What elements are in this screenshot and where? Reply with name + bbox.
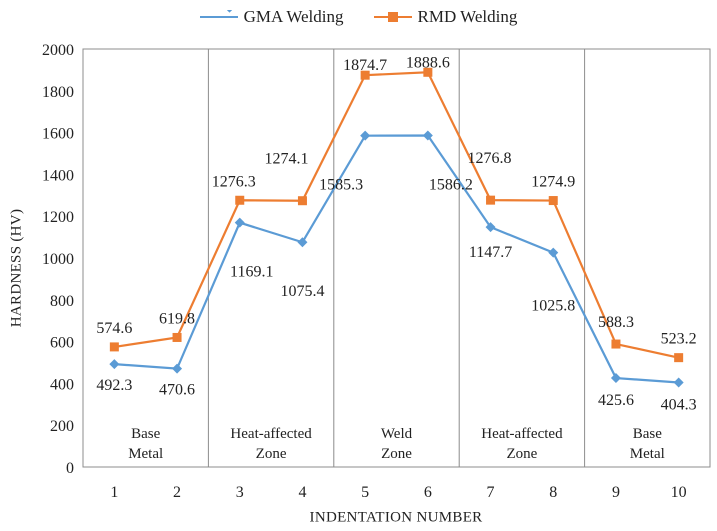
data-label-gma: 1147.7 <box>469 244 512 261</box>
data-label-gma: 1585.3 <box>319 177 363 194</box>
data-point-gma <box>360 130 371 141</box>
data-point-gma <box>109 359 120 370</box>
data-point-rmd <box>486 195 496 205</box>
data-label-gma: 1586.2 <box>429 176 473 193</box>
data-point-rmd <box>297 196 307 206</box>
data-label-gma: 470.6 <box>159 382 195 399</box>
data-point-gma <box>234 217 245 228</box>
data-label-rmd: 574.6 <box>96 320 132 337</box>
data-point-gma <box>297 237 308 248</box>
data-label-gma: 1075.4 <box>280 283 324 300</box>
legend-item-gma: GMA Welding <box>199 7 344 27</box>
legend-label-rmd: RMD Welding <box>417 7 518 26</box>
zone-label: Heat-affected <box>481 426 563 442</box>
y-tick-label: 1600 <box>42 126 74 143</box>
x-tick-label: 6 <box>424 484 432 501</box>
y-tick-label: 1800 <box>42 84 74 101</box>
data-label-rmd: 1276.3 <box>212 173 256 190</box>
data-point-gma <box>422 130 433 141</box>
x-tick-label: 8 <box>549 484 557 501</box>
data-point-gma <box>673 377 684 388</box>
zone-label: Heat-affected <box>230 426 312 442</box>
data-label-gma: 1169.1 <box>230 264 273 281</box>
data-point-rmd <box>674 353 684 363</box>
zone-label: Base <box>633 426 663 442</box>
zone-label: Zone <box>506 446 537 462</box>
y-tick-label: 1000 <box>42 251 74 268</box>
data-label-rmd: 1274.9 <box>531 174 575 191</box>
data-point-rmd <box>360 70 370 80</box>
zone-label: Zone <box>381 446 412 462</box>
legend: GMA Welding RMD Welding <box>0 7 717 27</box>
y-tick-label: 2000 <box>42 42 74 59</box>
legend-label-gma: GMA Welding <box>243 7 344 26</box>
x-tick-label: 4 <box>298 484 306 501</box>
y-tick-label: 1200 <box>42 209 74 226</box>
data-point-gma <box>485 222 496 233</box>
data-point-gma <box>610 373 621 384</box>
data-label-rmd: 1276.8 <box>468 150 512 167</box>
zone-label: Metal <box>128 446 163 462</box>
data-label-rmd: 1888.6 <box>406 54 450 71</box>
data-label-gma: 404.3 <box>661 397 697 414</box>
series-line-rmd <box>114 71 679 359</box>
zone-label: Base <box>131 426 161 442</box>
data-label-rmd: 619.8 <box>159 310 195 327</box>
x-tick-label: 5 <box>361 484 369 501</box>
data-label-gma: 425.6 <box>598 392 634 409</box>
legend-swatch-gma <box>199 10 238 18</box>
y-tick-label: 800 <box>50 293 74 310</box>
data-point-rmd <box>611 339 621 349</box>
data-point-rmd <box>423 67 433 77</box>
legend-item-rmd: RMD Welding <box>373 7 518 27</box>
series-line-gma <box>114 134 679 384</box>
y-tick-label: 200 <box>50 418 74 435</box>
x-tick-label: 10 <box>671 484 687 501</box>
y-tick-label: 400 <box>50 376 74 393</box>
data-point-rmd <box>548 196 558 206</box>
data-point-rmd <box>172 332 182 342</box>
data-point-gma <box>548 247 559 258</box>
x-tick-label: 2 <box>173 484 181 501</box>
data-point-rmd <box>235 195 245 205</box>
zone-label: Zone <box>256 446 287 462</box>
x-tick-label: 1 <box>110 484 118 501</box>
x-tick-label: 3 <box>236 484 244 501</box>
zone-label: Weld <box>381 426 413 442</box>
y-axis-title: HARDNESS (HV) <box>8 208 25 328</box>
data-label-gma: 1025.8 <box>531 298 575 315</box>
data-label-rmd: 588.3 <box>598 314 634 331</box>
plot-frame <box>82 48 711 468</box>
x-tick-label: 7 <box>487 484 495 501</box>
legend-swatch-rmd <box>373 12 412 22</box>
data-label-gma: 492.3 <box>96 377 132 394</box>
data-point-rmd <box>109 342 119 352</box>
zone-label: Metal <box>630 446 665 462</box>
data-point-gma <box>172 363 183 374</box>
data-label-rmd: 1274.1 <box>264 151 308 168</box>
x-axis-title: INDENTATION NUMBER <box>309 509 483 526</box>
data-label-rmd: 523.2 <box>661 331 697 348</box>
y-tick-label: 1400 <box>42 167 74 184</box>
data-label-rmd: 1874.7 <box>343 57 387 74</box>
y-tick-label: 0 <box>66 460 74 477</box>
x-tick-label: 9 <box>612 484 620 501</box>
y-tick-label: 600 <box>50 335 74 352</box>
